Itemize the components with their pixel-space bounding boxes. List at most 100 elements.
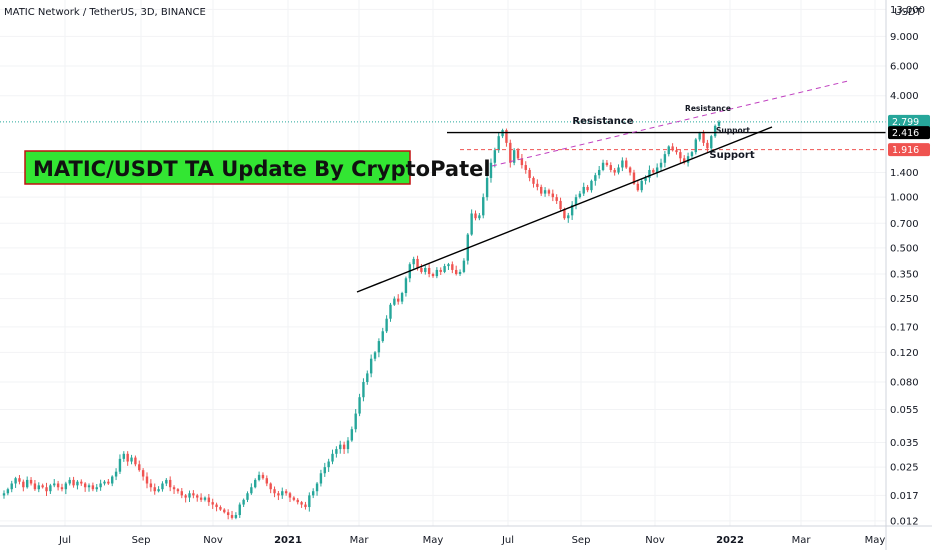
candle-body	[145, 476, 149, 484]
x-tick-label: May	[423, 535, 444, 546]
x-tick-label: Mar	[350, 535, 370, 546]
candle-body	[192, 493, 195, 496]
candle-body	[219, 507, 222, 510]
candle-body	[594, 175, 597, 181]
candle-body	[308, 495, 311, 508]
candle-body	[671, 146, 674, 151]
candle-body	[211, 502, 214, 505]
candle-body	[439, 269, 442, 272]
x-tick-label: May	[865, 535, 886, 546]
candle-body	[385, 318, 388, 332]
candle-body	[350, 429, 354, 441]
trend-lines	[0, 80, 886, 293]
ascending-support-line	[356, 126, 773, 293]
candle-body	[547, 190, 551, 194]
candle-body	[485, 177, 489, 198]
candle-body	[702, 133, 705, 143]
candle-body	[451, 264, 454, 270]
candle-body	[342, 444, 346, 450]
price-badge-label: 2.416	[892, 128, 919, 139]
candle-body	[335, 449, 338, 454]
candle-body	[532, 177, 535, 184]
candle-body	[339, 444, 342, 450]
candle-body	[95, 487, 98, 490]
candle-body	[393, 298, 396, 305]
candle-body	[636, 183, 640, 191]
grid	[0, 0, 886, 526]
candle-body	[706, 142, 709, 149]
annotation-label: Resistance	[685, 104, 731, 113]
candle-body	[72, 479, 75, 486]
candle-body	[242, 499, 245, 505]
y-tick-label: 0.700	[890, 219, 919, 230]
candle-body	[489, 162, 493, 178]
x-tick-label: Sep	[572, 535, 591, 546]
y-tick-label: 0.120	[890, 348, 919, 359]
banner-text: MATIC/USDT TA Update By CryptoPatel	[33, 157, 491, 181]
candle-body	[246, 493, 249, 500]
candle-body	[454, 269, 458, 275]
candle-body	[33, 483, 37, 490]
candle-body	[103, 481, 106, 484]
candle-body	[609, 165, 612, 170]
candle-body	[528, 169, 531, 178]
candle-body	[358, 397, 361, 414]
candle-body	[578, 193, 582, 198]
candle-body	[613, 169, 616, 173]
candle-body	[420, 267, 423, 272]
candle-body	[710, 136, 713, 149]
candle-body	[570, 204, 574, 216]
candle-body	[644, 177, 647, 181]
candle-body	[536, 183, 539, 187]
candle-body	[292, 497, 296, 500]
candle-body	[621, 160, 624, 168]
annotations: Resistance Resistance Support Support	[572, 104, 754, 161]
candle-body	[199, 497, 203, 500]
candle-body	[652, 169, 655, 173]
candle-body	[540, 186, 543, 194]
candle-body	[346, 440, 350, 450]
currency-label: USDT	[894, 7, 922, 18]
y-tick-label: 1.400	[890, 168, 919, 179]
candle-body	[83, 483, 87, 488]
candle-body	[257, 474, 261, 480]
candle-body	[478, 215, 481, 219]
candle-body	[497, 136, 500, 151]
price-axis[interactable]: 13.000 9.000 6.000 4.000 1.400 1.000 0.700 0.50…	[885, 0, 925, 550]
candle-body	[91, 485, 95, 490]
candle-body	[230, 515, 234, 518]
candle-body	[37, 485, 40, 490]
candle-body	[49, 485, 52, 492]
candle-body	[628, 167, 632, 173]
candle-body	[563, 209, 566, 219]
candle-body	[323, 467, 326, 474]
candle-body	[138, 464, 141, 471]
candle-body	[277, 493, 280, 496]
candle-body	[176, 489, 180, 492]
price-badge	[888, 126, 930, 140]
candle-body	[273, 489, 276, 494]
candle-body	[404, 278, 408, 293]
candle-body	[625, 160, 628, 168]
candle-body	[574, 197, 578, 205]
y-tick-label: 13.000	[890, 5, 925, 16]
candle-body	[505, 130, 508, 143]
price-badge-label: 1.916	[892, 145, 919, 156]
candle-body	[184, 495, 187, 498]
candle-body	[474, 213, 477, 219]
candle-body	[149, 483, 153, 488]
candle-body	[601, 162, 605, 170]
candle-body	[659, 162, 663, 168]
candle-body	[25, 479, 29, 488]
candle-body	[304, 504, 307, 508]
y-tick-label: 6.000	[890, 62, 919, 73]
candle-body	[250, 487, 253, 494]
candles	[2, 120, 721, 520]
x-tick-label: Jul	[501, 535, 514, 546]
candle-body	[516, 150, 520, 159]
x-tick-label: 2021	[274, 535, 302, 546]
time-axis[interactable]: Jul Sep Nov 2021 Mar May Jul Sep Nov 2022 Mar May	[0, 525, 932, 546]
candle-body	[165, 479, 168, 484]
